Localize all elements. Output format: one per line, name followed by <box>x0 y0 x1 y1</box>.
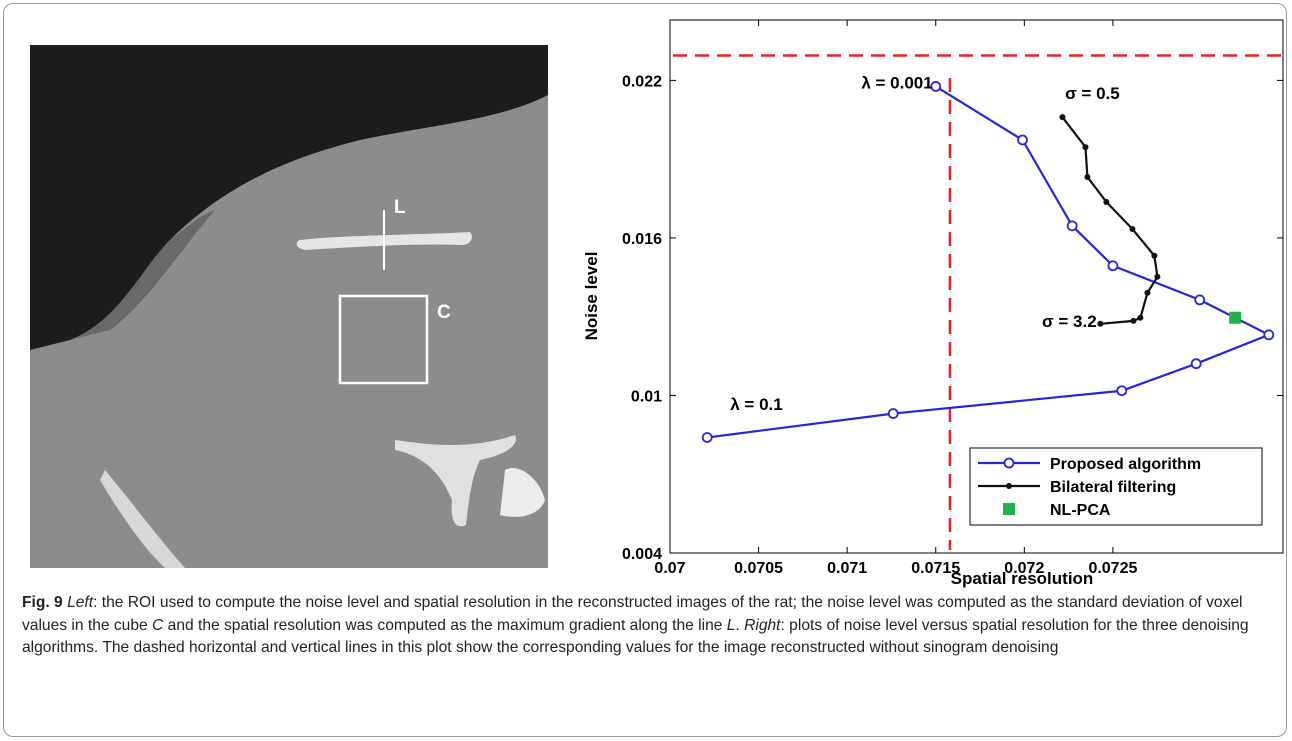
y-tick-label: 0.01 <box>631 388 662 405</box>
point <box>1151 253 1157 259</box>
caption-text: . <box>735 617 744 634</box>
box-label: C <box>437 302 451 323</box>
point <box>1084 174 1090 180</box>
legend-marker <box>1003 503 1015 515</box>
point <box>1264 330 1273 339</box>
point <box>1129 226 1135 232</box>
point <box>1192 359 1201 368</box>
y-tick-label: 0.022 <box>622 73 662 90</box>
point <box>1059 114 1065 120</box>
point <box>1018 135 1027 144</box>
y-tick-label: 0.016 <box>622 231 662 248</box>
annotation: σ = 0.5 <box>1065 84 1120 103</box>
caption-label: Fig. 9 <box>22 594 63 611</box>
y-tick-label: 0.004 <box>622 546 662 563</box>
legend-marker <box>1005 459 1014 468</box>
caption-text: Right <box>744 617 780 634</box>
ct-image: L C <box>30 45 548 568</box>
x-tick-label: 0.0725 <box>1088 560 1137 577</box>
point <box>1130 318 1136 324</box>
caption-text: C <box>152 617 163 634</box>
point <box>1195 295 1204 304</box>
legend-label: Proposed algorithm <box>1050 456 1201 473</box>
legend-label: Bilateral filtering <box>1050 479 1176 496</box>
legend-label: NL-PCA <box>1050 502 1111 519</box>
figure-page: L C Spatial resolution Noise level 0.070… <box>0 0 1292 741</box>
legend-marker <box>1006 483 1012 489</box>
caption-text: Left <box>67 594 93 611</box>
point <box>1108 261 1117 270</box>
point <box>703 433 712 442</box>
x-tick-label: 0.0705 <box>734 560 783 577</box>
x-tick-label: 0.071 <box>827 560 867 577</box>
point <box>1103 199 1109 205</box>
x-tick-label: 0.072 <box>1004 560 1044 577</box>
point <box>1137 315 1143 321</box>
annotation: σ = 3.2 <box>1042 312 1097 331</box>
point <box>1117 386 1126 395</box>
point <box>1082 144 1088 150</box>
x-tick-label: 0.0715 <box>911 560 960 577</box>
point <box>889 409 898 418</box>
y-axis-label: Noise level <box>582 252 601 341</box>
annotation: λ = 0.001 <box>861 73 932 92</box>
legend: Proposed algorithm Bilateral filtering NL-… <box>970 448 1262 525</box>
point <box>1068 221 1077 230</box>
caption-text: and the spatial resolution was computed … <box>163 617 726 634</box>
point <box>1229 312 1241 324</box>
point <box>1154 274 1160 280</box>
annotation: λ = 0.1 <box>730 395 782 414</box>
line-label: L <box>394 197 406 218</box>
caption: Fig. 9 Left: the ROI used to compute the… <box>22 592 1272 660</box>
point <box>1097 321 1103 327</box>
point <box>1144 290 1150 296</box>
